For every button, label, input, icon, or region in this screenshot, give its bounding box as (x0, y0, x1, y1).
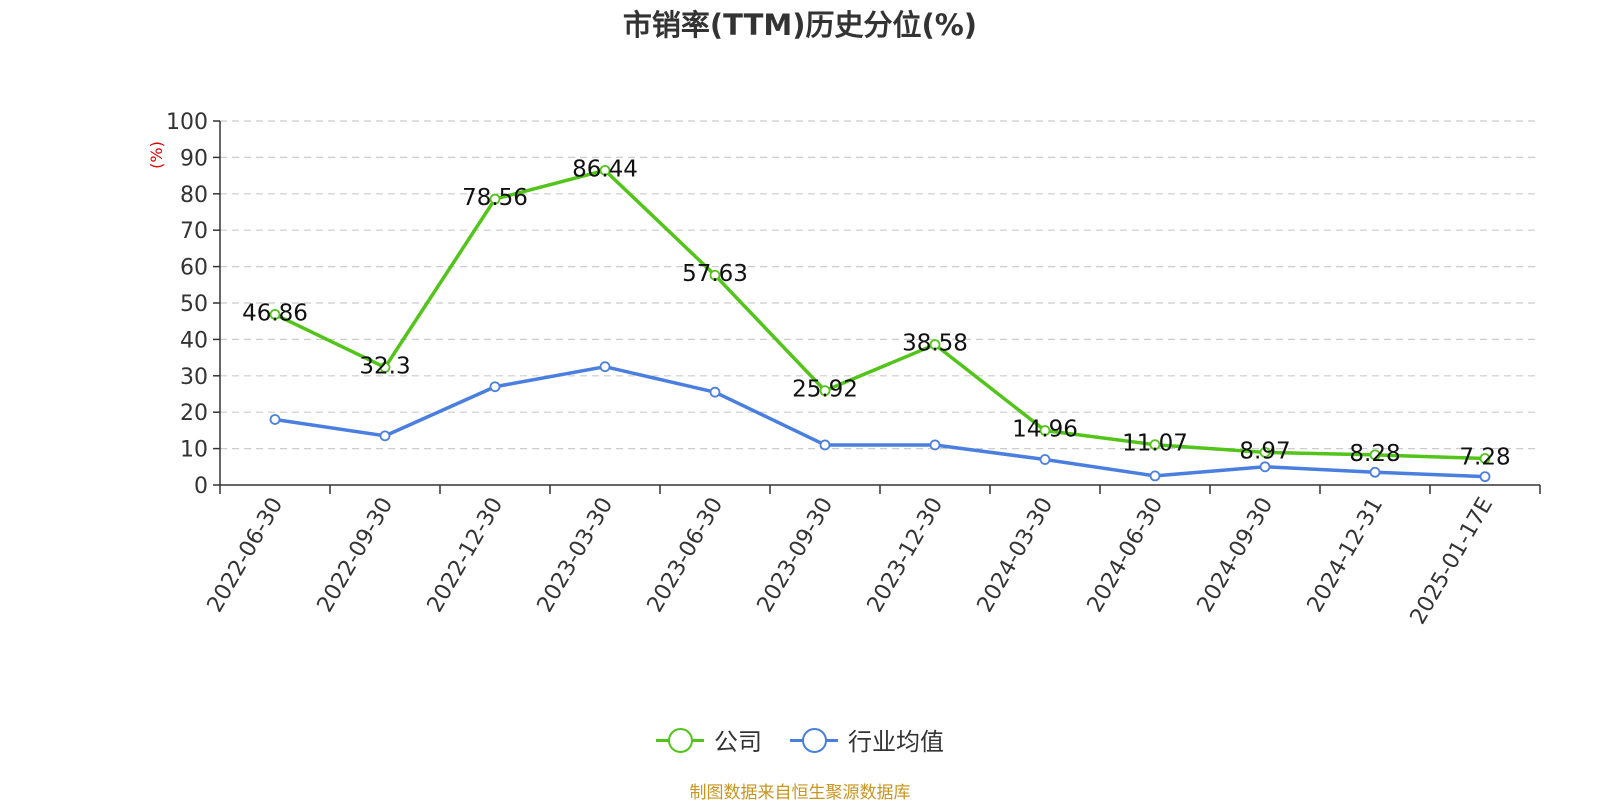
x-tick-label: 2023-12-30 (863, 494, 949, 617)
y-tick-label: 10 (180, 438, 208, 463)
data-point (269, 414, 281, 425)
x-tick-label: 2022-06-30 (203, 494, 289, 617)
data-point (929, 439, 941, 451)
data-label: 57.63 (682, 261, 748, 287)
x-tick-label: 2024-09-30 (1193, 494, 1279, 617)
data-label: 14.96 (1012, 417, 1078, 443)
x-tick-label: 2022-09-30 (313, 494, 399, 617)
legend-item-industry-average[interactable]: 行业均值 (790, 722, 944, 757)
data-point (1479, 471, 1491, 483)
data-point (1039, 454, 1051, 465)
x-tick-label: 2023-06-30 (643, 494, 729, 617)
y-axis-label: (%) (147, 141, 166, 169)
data-point (489, 193, 501, 205)
series-line (274, 364, 1486, 479)
y-tick-label: 60 (180, 256, 208, 281)
x-tick-label: 2024-03-30 (973, 494, 1059, 617)
data-point (1039, 425, 1051, 436)
y-tick-label: 70 (180, 219, 208, 244)
data-label: 11.07 (1122, 431, 1188, 457)
x-tick-label: 2024-06-30 (1083, 494, 1169, 617)
data-point (1259, 461, 1271, 473)
chart-title: 市销率(TTM)历史分位(%) (622, 8, 978, 42)
legend-swatch-company (656, 727, 704, 753)
chart-legend: 公司 行业均值 (0, 722, 1600, 757)
data-point (819, 385, 831, 397)
y-tick-label: 0 (194, 474, 208, 499)
data-point (379, 430, 391, 442)
data-point (1369, 449, 1381, 461)
data-source-note: 制图数据来自恒生聚源数据库 (689, 783, 911, 803)
data-label: 86.44 (572, 156, 638, 182)
data-label: 8.97 (1239, 438, 1290, 464)
x-tick-label: 2023-03-30 (533, 494, 619, 617)
x-tick-label: 2024-12-31 (1303, 494, 1389, 617)
y-tick-label: 40 (180, 328, 208, 353)
y-tick-label: 30 (180, 365, 208, 390)
x-tick-label: 2025-01-17E (1406, 494, 1499, 629)
legend-item-company[interactable]: 公司 (656, 722, 762, 757)
data-point (819, 439, 831, 451)
data-label: 32.3 (359, 353, 410, 379)
data-point (709, 386, 721, 398)
data-point (489, 381, 501, 393)
series-line (274, 168, 1486, 461)
y-tick-label: 90 (180, 146, 208, 171)
x-tick-label: 2022-12-30 (423, 494, 509, 617)
data-label: 7.28 (1459, 445, 1510, 471)
y-tick-label: 100 (166, 110, 208, 135)
y-tick-label: 50 (180, 292, 208, 317)
data-point (599, 361, 611, 373)
data-point (1259, 446, 1271, 458)
legend-label-company: 公司 (714, 728, 762, 756)
data-point (269, 309, 281, 320)
data-label: 46.86 (242, 300, 308, 326)
y-tick-label: 20 (180, 401, 208, 426)
data-point (1149, 439, 1161, 451)
data-point (929, 339, 941, 350)
data-label: 8.28 (1349, 441, 1400, 467)
data-label: 38.58 (902, 331, 968, 357)
data-point (379, 362, 391, 373)
data-point (1369, 466, 1381, 478)
data-point (1479, 453, 1491, 464)
data-point (709, 269, 721, 281)
data-point (1149, 470, 1161, 482)
data-label: 78.56 (462, 185, 528, 211)
x-tick-label: 2023-09-30 (753, 494, 839, 617)
y-tick-label: 80 (180, 183, 208, 208)
data-point (599, 164, 611, 176)
data-label: 25.92 (792, 377, 858, 403)
legend-label-industry-average: 行业均值 (848, 728, 944, 756)
legend-swatch-industry-average (790, 727, 838, 753)
